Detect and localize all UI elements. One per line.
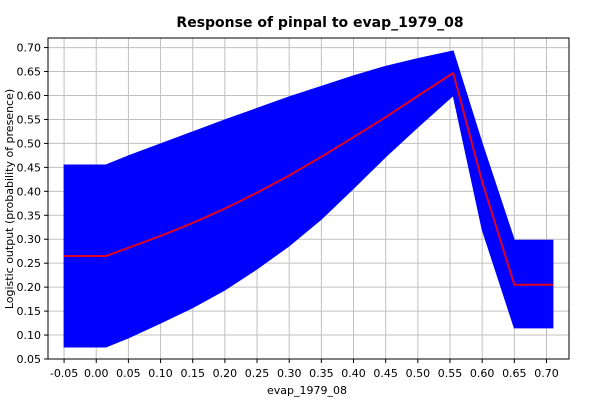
y-tick-label: 0.05: [17, 353, 42, 366]
y-tick-label: 0.20: [17, 281, 42, 294]
x-tick-label: 0.15: [180, 367, 205, 380]
x-tick-label: 0.00: [84, 367, 109, 380]
x-tick-label: 0.20: [213, 367, 238, 380]
mean-line-layer: [64, 72, 553, 286]
y-tick-label: 0.25: [17, 257, 42, 270]
y-axis-ticks: 0.05 0.10 0.15 0.20 0.25 0.30 0.35 0.40 0.45 0.50…: [17, 42, 48, 366]
x-tick-label: 0.60: [470, 367, 495, 380]
y-tick-label: 0.15: [17, 305, 42, 318]
y-axis-label: Logistic output (probability of presence…: [3, 89, 16, 309]
mean-response-line: [64, 72, 553, 286]
y-tick-label: 0.10: [17, 329, 42, 342]
x-tick-label: 0.55: [438, 367, 463, 380]
confidence-band: [63, 50, 554, 348]
y-tick-label: 0.35: [17, 209, 42, 222]
y-tick-label: 0.55: [17, 113, 42, 126]
y-tick-label: 0.60: [17, 89, 42, 102]
y-tick-label: 0.40: [17, 185, 42, 198]
x-tick-label: 0.10: [148, 367, 173, 380]
x-tick-label: 0.40: [341, 367, 366, 380]
y-tick-label: 0.45: [17, 161, 42, 174]
plot-frame: [47, 37, 570, 360]
y-tick-label: 0.30: [17, 233, 42, 246]
x-axis-label: evap_1979_08: [267, 384, 347, 397]
x-tick-label: 0.65: [502, 367, 527, 380]
x-axis-ticks: -0.05 0.00 0.05 0.10 0.15 0.20 0.25 0.30 0.35 0.4…: [50, 359, 559, 380]
x-tick-label: 0.35: [309, 367, 334, 380]
x-tick-label: 0.45: [373, 367, 398, 380]
x-tick-label: 0.05: [116, 367, 141, 380]
x-tick-label: 0.70: [534, 367, 559, 380]
chart-title: Response of pinpal to evap_1979_08: [176, 15, 463, 31]
x-tick-label: -0.05: [50, 367, 78, 380]
x-tick-label: 0.25: [245, 367, 270, 380]
x-tick-label: 0.50: [406, 367, 431, 380]
y-tick-label: 0.50: [17, 137, 42, 150]
y-tick-label: 0.65: [17, 66, 42, 79]
x-tick-label: 0.30: [277, 367, 302, 380]
y-tick-label: 0.70: [17, 42, 42, 55]
confidence-band-layer: [63, 50, 554, 348]
